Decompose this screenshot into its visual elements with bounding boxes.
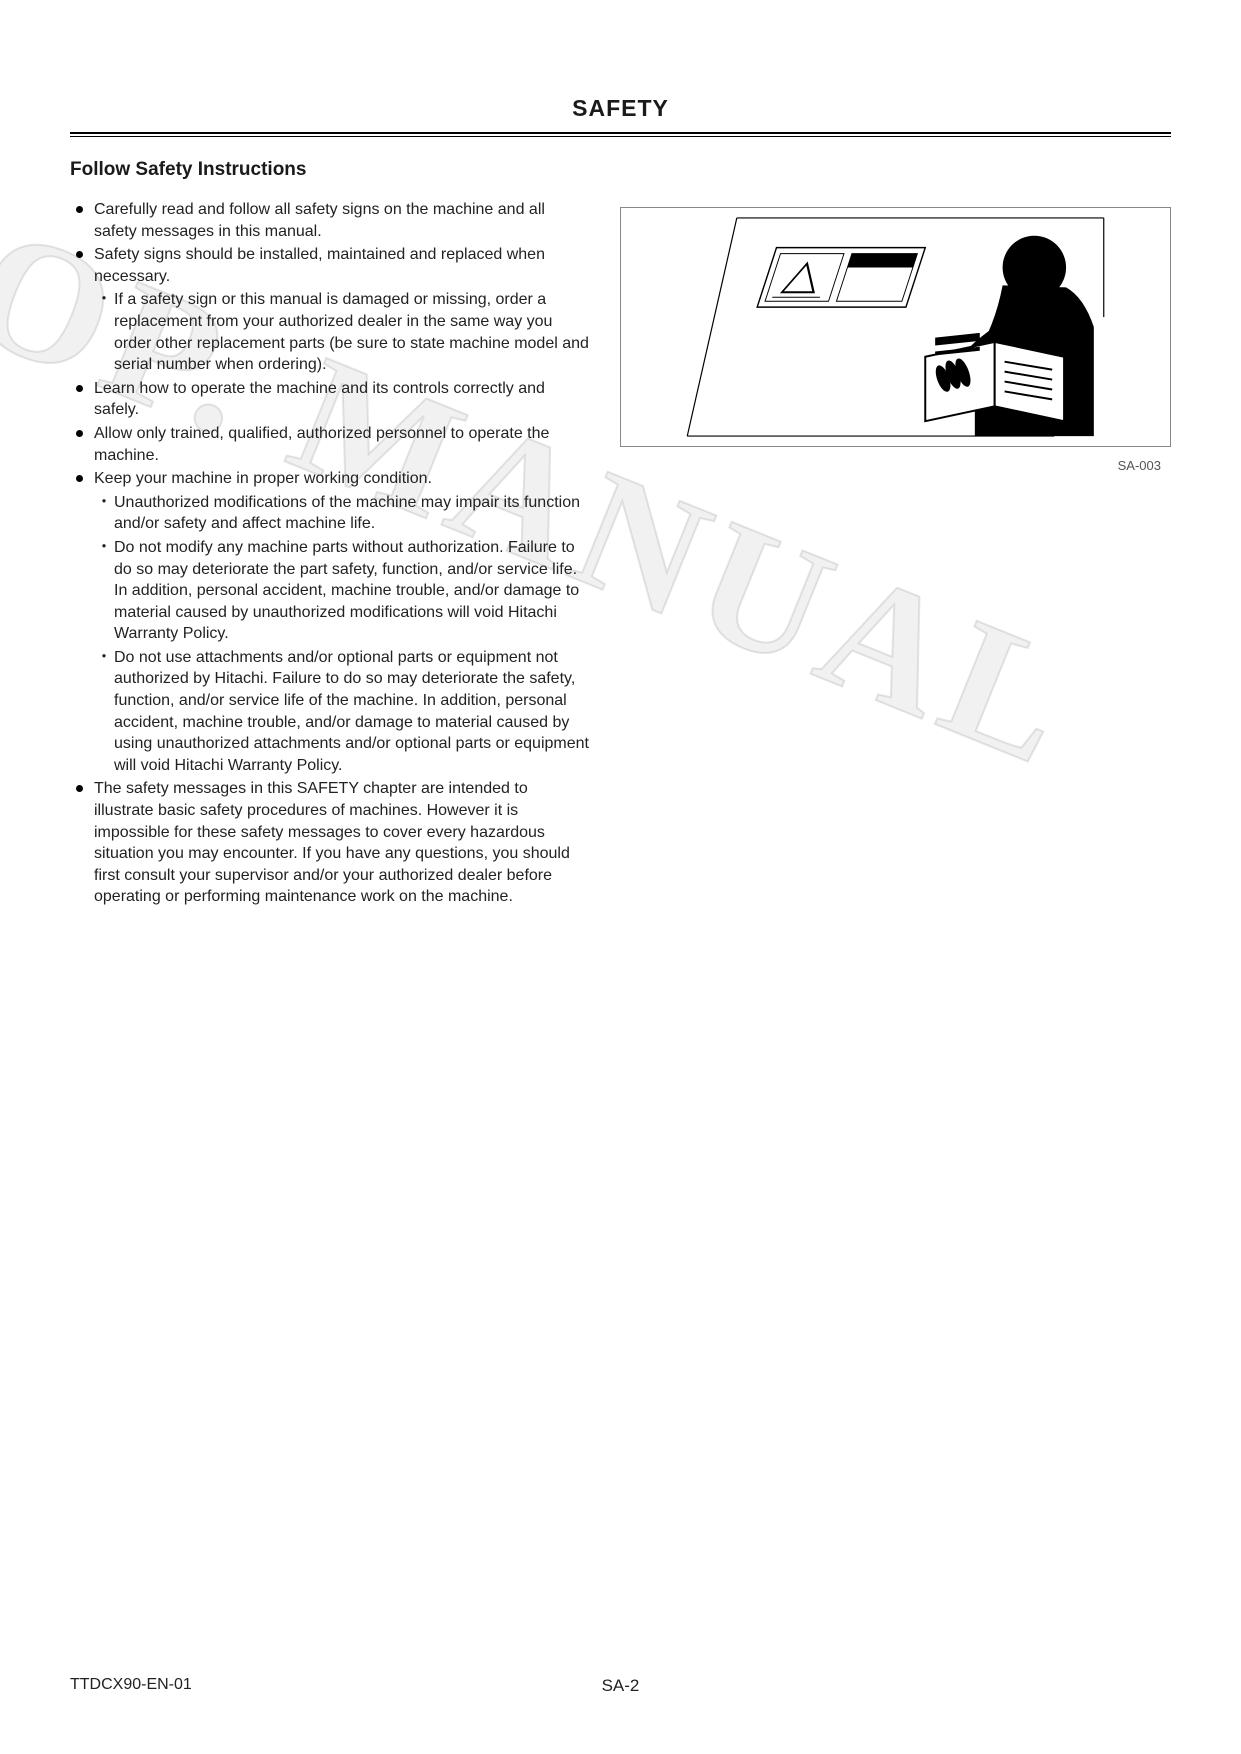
- bullet-item: Safety signs should be installed, mainta…: [94, 244, 590, 376]
- bullet-item: Allow only trained, qualified, authorize…: [94, 423, 590, 466]
- page-number: SA-2: [70, 1676, 1171, 1696]
- sub-bullet-list: If a safety sign or this manual is damag…: [94, 289, 590, 375]
- double-rule: [70, 132, 1171, 137]
- sub-bullet-item: Unauthorized modifications of the machin…: [114, 492, 590, 535]
- sub-bullet-item: Do not use attachments and/or optional p…: [114, 647, 590, 777]
- chapter-title: SAFETY: [70, 95, 1171, 132]
- main-bullet-list: Carefully read and follow all safety sig…: [70, 199, 590, 908]
- bullet-item: Keep your machine in proper working cond…: [94, 468, 590, 776]
- figure-column: SA-003: [620, 199, 1171, 910]
- sub-bullet-item: Do not modify any machine parts without …: [114, 537, 590, 645]
- sub-bullet-list: Unauthorized modifications of the machin…: [94, 492, 590, 777]
- bullet-item: Carefully read and follow all safety sig…: [94, 199, 590, 242]
- text-column: Carefully read and follow all safety sig…: [70, 199, 590, 910]
- manual-reading-illustration: [620, 207, 1171, 447]
- bullet-item: The safety messages in this SAFETY chapt…: [94, 778, 590, 908]
- sub-bullet-item: If a safety sign or this manual is damag…: [114, 289, 590, 375]
- content-row: Carefully read and follow all safety sig…: [70, 199, 1171, 910]
- bullet-text: Safety signs should be installed, mainta…: [94, 246, 545, 285]
- figure-caption: SA-003: [620, 458, 1171, 473]
- section-title: Follow Safety Instructions: [70, 159, 1171, 181]
- manual-page: OP. MANUAL SAFETY Follow Safety Instruct…: [0, 0, 1241, 1754]
- page-footer: TTDCX90-EN-01 SA-2: [70, 1676, 1171, 1694]
- bullet-item: Learn how to operate the machine and its…: [94, 378, 590, 421]
- bullet-text: Keep your machine in proper working cond…: [94, 470, 432, 487]
